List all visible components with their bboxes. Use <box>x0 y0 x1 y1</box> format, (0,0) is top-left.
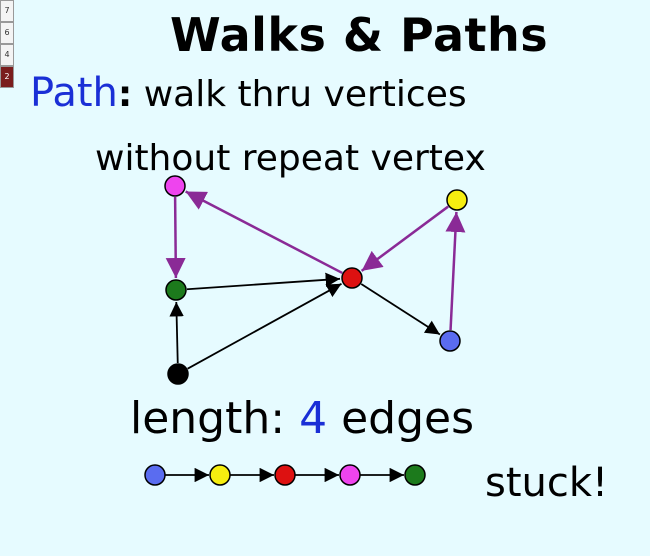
definition-text-1: walk thru vertices <box>143 74 467 115</box>
graph-edges <box>165 190 466 370</box>
page-thumb-current[interactable]: 2 <box>0 66 14 88</box>
sequence-vertex-yellow <box>209 464 231 486</box>
definition-term: Path <box>30 70 118 116</box>
edge-green-to-red <box>186 272 341 291</box>
length-caption: length: 4 edges <box>130 393 474 444</box>
definition-line-2: without repeat vertex <box>95 138 486 179</box>
slide-title: Walks & Paths <box>170 8 549 62</box>
definition-colon: : <box>117 74 133 115</box>
edge-red-to-blue <box>360 283 441 336</box>
vertex-blue <box>439 330 461 352</box>
sequence-vertex-red <box>274 464 296 486</box>
edge-black-to-red <box>187 283 342 370</box>
graph-vertices <box>164 175 468 385</box>
edge-black-to-green <box>169 301 184 364</box>
page-thumb[interactable]: 6 <box>0 22 14 44</box>
vertex-yellow <box>446 189 468 211</box>
page-thumbnail-strip[interactable]: 7 6 4 2 <box>0 0 14 88</box>
vertex-magenta <box>164 175 186 197</box>
edge-red-to-magenta-path <box>185 190 343 275</box>
edge-magenta-to-green-path <box>165 196 186 279</box>
path-sequence-diagram <box>144 464 426 486</box>
edge-blue-to-yellow-path <box>445 211 466 331</box>
stuck-label: stuck! <box>485 460 609 506</box>
definition-line-1: Path: walk thru vertices <box>30 70 467 116</box>
page-thumb[interactable]: 7 <box>0 0 14 22</box>
sequence-vertex-magenta <box>339 464 361 486</box>
vertex-red <box>341 267 363 289</box>
length-unit: edges <box>341 393 475 444</box>
length-label: length: <box>130 393 286 444</box>
vertex-green <box>165 279 187 301</box>
vertex-black <box>167 363 189 385</box>
page-thumb[interactable]: 4 <box>0 44 14 66</box>
sequence-vertex-green <box>404 464 426 486</box>
length-value: 4 <box>299 393 328 444</box>
edge-yellow-to-red-path <box>360 205 449 272</box>
sequence-vertex-blue <box>144 464 166 486</box>
